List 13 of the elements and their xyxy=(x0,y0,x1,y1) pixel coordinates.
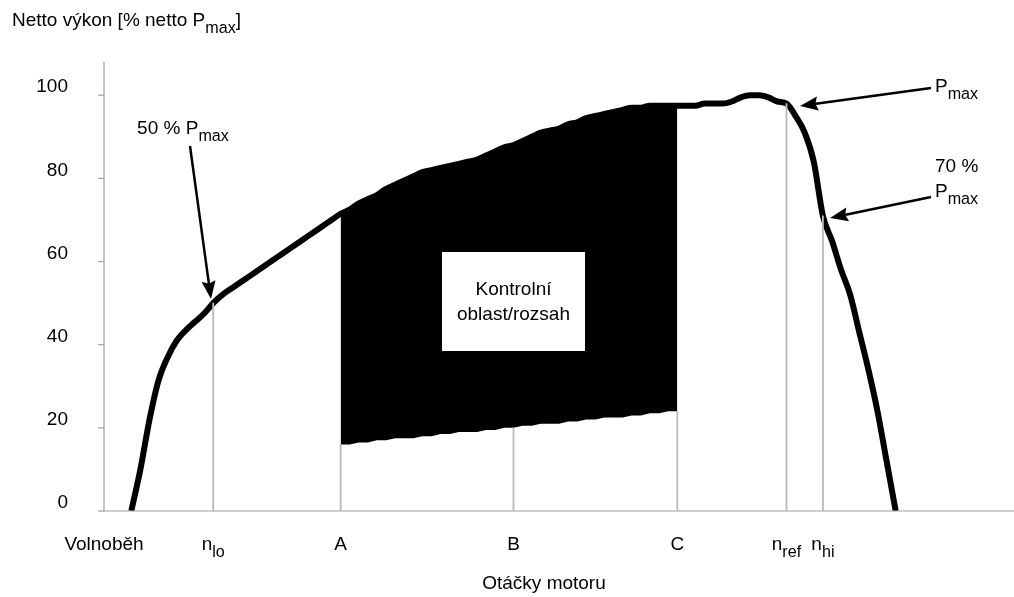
y-tick-label: 80 xyxy=(46,158,68,180)
y-tick-label: 40 xyxy=(46,324,68,346)
x-tick-label: A xyxy=(334,533,348,554)
y-tick-label: 20 xyxy=(46,408,68,430)
y-tick-label: 0 xyxy=(57,491,68,513)
text-box: Kontrolní oblast/rozsah xyxy=(442,251,585,352)
y-tick-label: 60 xyxy=(46,241,68,263)
x-axis-title: Otáčky motoru xyxy=(482,572,606,593)
y-tick-label: 100 xyxy=(36,75,68,97)
annotation: Kontrolní oblast/rozsah xyxy=(456,277,570,327)
x-tick-label: B xyxy=(507,533,520,554)
x-tick-label: C xyxy=(670,533,685,554)
x-tick-label: Volnoběh xyxy=(64,533,144,554)
